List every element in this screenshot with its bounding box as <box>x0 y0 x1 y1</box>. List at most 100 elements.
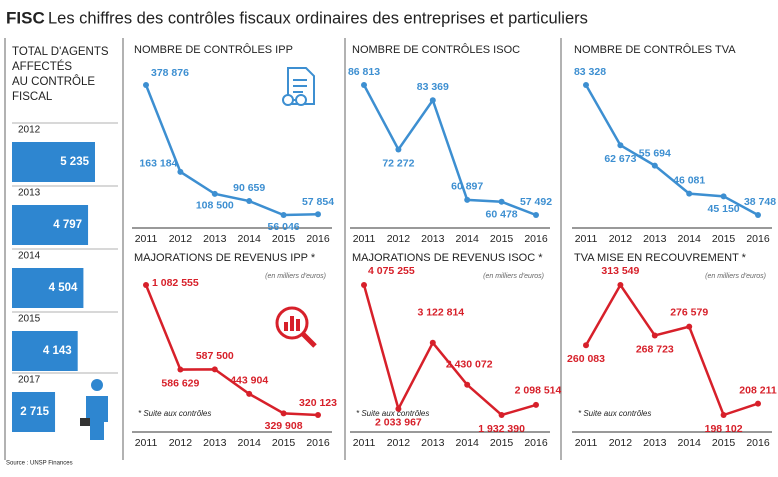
point <box>177 168 184 175</box>
value-label: 38 748 <box>744 196 776 208</box>
point <box>755 400 761 407</box>
value-label: 2 033 967 <box>375 417 422 429</box>
point <box>211 190 218 197</box>
value-label: 4 504 <box>49 282 78 294</box>
point <box>177 366 184 373</box>
value-label: 5 235 <box>60 156 89 168</box>
value-label: 55 694 <box>639 147 671 159</box>
x-tick-label: 2015 <box>272 437 296 449</box>
header-tag: FISC <box>6 8 45 27</box>
point <box>686 323 693 330</box>
x-tick-label: 2012 <box>387 233 411 245</box>
point <box>429 339 436 346</box>
x-tick-label: 2015 <box>712 437 736 449</box>
x-tick-label: 2013 <box>421 437 445 449</box>
person-icon <box>80 379 108 440</box>
line <box>144 84 319 217</box>
x-tick-label: 2016 <box>524 233 548 245</box>
category-label: 2013 <box>18 188 41 199</box>
value-label: 83 369 <box>417 81 449 93</box>
x-tick-label: 2011 <box>135 437 158 449</box>
value-label: 83 328 <box>574 66 606 78</box>
bar <box>12 392 56 432</box>
value-label: 208 211 <box>739 384 777 396</box>
chart-title: MAJORATIONS DE REVENUS IPP * <box>134 252 316 264</box>
x-tick-label: 2013 <box>643 437 667 449</box>
point <box>498 198 505 205</box>
value-label: 276 579 <box>670 306 708 318</box>
value-label: 2 715 <box>20 406 49 418</box>
value-label: 60 478 <box>486 209 518 221</box>
line <box>584 282 759 417</box>
value-label: 60 897 <box>451 181 483 193</box>
value-label: 320 123 <box>299 397 337 409</box>
x-tick-label: 2014 <box>678 233 702 245</box>
magnifier-icon <box>275 306 317 348</box>
x-tick-label: 2016 <box>306 437 330 449</box>
x-tick-label: 2016 <box>746 233 770 245</box>
point <box>143 82 149 88</box>
bar <box>12 268 84 308</box>
point <box>211 366 218 373</box>
value-label: 4 075 255 <box>368 265 415 277</box>
line <box>362 284 537 417</box>
x-tick-label: 2014 <box>238 233 262 245</box>
point <box>533 401 539 408</box>
point <box>617 142 624 149</box>
value-label: 313 549 <box>601 265 639 277</box>
value-label: 108 500 <box>196 200 234 212</box>
chart-title: MAJORATIONS DE REVENUS ISOC * <box>352 252 543 264</box>
bar <box>12 205 89 245</box>
header-title: Les chiffres des contrôles fiscaux ordin… <box>48 9 588 27</box>
value-label: 163 184 <box>139 158 177 170</box>
chart-subtitle: (en milliers d'euros) <box>265 273 326 280</box>
chart-title: AU CONTRÔLE <box>12 75 95 88</box>
point <box>583 342 589 349</box>
x-tick-label: 2011 <box>575 233 598 245</box>
point <box>755 212 761 218</box>
chart-subtitle: (en milliers d'euros) <box>705 273 766 280</box>
value-label: 57 854 <box>302 196 334 208</box>
point <box>720 412 727 418</box>
bar <box>12 142 95 182</box>
value-label: 72 272 <box>382 157 414 169</box>
chart-title: TVA MISE EN RECOUVREMENT * <box>574 252 747 264</box>
x-tick-label: 2011 <box>353 437 376 449</box>
chart-title: FISCAL <box>12 91 53 103</box>
point <box>464 381 471 388</box>
point <box>498 412 505 418</box>
x-tick-label: 2014 <box>238 437 262 449</box>
value-label: 443 904 <box>230 375 268 387</box>
category-label: 2017 <box>18 375 41 386</box>
x-tick-label: 2012 <box>387 437 411 449</box>
x-tick-label: 2015 <box>490 437 514 449</box>
point <box>280 212 287 218</box>
category-label: 2014 <box>18 251 41 262</box>
x-tick-label: 2011 <box>135 233 158 245</box>
chart-title: AFFECTÉS <box>12 60 72 73</box>
value-label: 3 122 814 <box>417 307 464 319</box>
chart-note: * Suite aux contrôles <box>578 409 651 418</box>
point <box>246 198 253 205</box>
category-label: 2012 <box>18 125 41 136</box>
line <box>362 84 537 217</box>
value-label: 587 500 <box>196 350 234 362</box>
point <box>720 193 727 200</box>
category-label: 2015 <box>18 314 41 325</box>
x-tick-label: 2013 <box>203 437 227 449</box>
value-label: 4 143 <box>43 345 72 357</box>
source: Source : UNSP Finances <box>6 461 73 467</box>
chart-note: * Suite aux contrôles <box>138 409 211 418</box>
x-tick-label: 2014 <box>456 233 480 245</box>
point <box>280 410 287 417</box>
x-tick-label: 2011 <box>575 437 598 449</box>
point <box>315 412 321 418</box>
value-label: 90 659 <box>233 182 265 194</box>
value-label: 378 876 <box>151 67 189 79</box>
value-label: 45 150 <box>708 203 740 215</box>
point <box>395 405 402 412</box>
line <box>584 84 759 217</box>
value-label: 2 098 514 <box>515 385 562 397</box>
value-label: 2 430 072 <box>446 359 493 371</box>
